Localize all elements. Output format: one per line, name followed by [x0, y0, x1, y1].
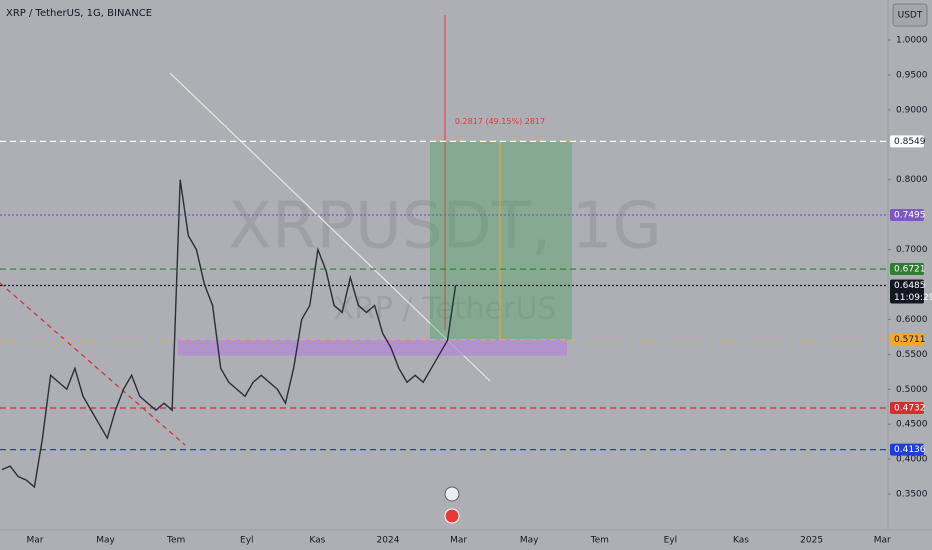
- trend-line: [0, 282, 186, 446]
- x-tick-label: 2025: [800, 536, 823, 546]
- y-tick-label: 0.5500: [896, 350, 928, 360]
- y-tick-label: 0.4000: [896, 455, 928, 465]
- y-tick-label: 0.7000: [896, 245, 928, 255]
- event-icon[interactable]: [444, 486, 460, 502]
- level-label: 0.8549: [894, 137, 926, 147]
- y-tick-label: 0.9000: [896, 105, 928, 115]
- y-tick-label: 0.9500: [896, 70, 928, 80]
- currency-label[interactable]: USDT: [898, 11, 923, 21]
- x-tick-label: Mar: [27, 536, 44, 546]
- level-label: 0.4732: [894, 403, 926, 413]
- x-tick-label: May: [520, 536, 539, 546]
- x-tick-label: Kas: [733, 536, 749, 546]
- x-tick-label: Tem: [590, 536, 609, 546]
- price-line: [1, 179, 457, 489]
- y-tick-label: 0.6000: [896, 315, 928, 325]
- level-label: 0.4136: [894, 445, 926, 455]
- y-tick-label: 0.8000: [896, 175, 928, 185]
- x-tick-label: May: [96, 536, 115, 546]
- long-position: [430, 141, 572, 340]
- x-tick-label: Eyl: [664, 536, 678, 546]
- trend-line: [169, 72, 491, 382]
- chart-title: XRP / TetherUS, 1G, BINANCE: [6, 8, 152, 19]
- x-tick-label: Kas: [309, 536, 325, 546]
- event-icon[interactable]: [444, 508, 460, 524]
- x-tick-label: Mar: [874, 536, 891, 546]
- level-label-box: [890, 279, 924, 304]
- x-tick-label: Tem: [166, 536, 185, 546]
- x-tick-label: Mar: [450, 536, 467, 546]
- level-label-box: [890, 443, 924, 456]
- level-label: 0.7495: [894, 210, 926, 220]
- y-tick-label: 0.5000: [896, 385, 928, 395]
- x-tick-label: 2024: [377, 536, 400, 546]
- level-label-box: [890, 333, 924, 346]
- level-label-box: [890, 401, 924, 414]
- level-label-box: [890, 263, 924, 276]
- y-tick-label: 0.3500: [896, 490, 928, 500]
- level-label-box: [890, 208, 924, 221]
- countdown: 11:09:29: [894, 293, 932, 303]
- support-zone: [178, 339, 567, 356]
- level-label-box: [890, 135, 924, 148]
- x-tick-label: Eyl: [240, 536, 254, 546]
- level-label: 0.6721: [894, 265, 926, 275]
- level-label: 0.6485: [894, 281, 926, 291]
- level-label: 0.5711: [894, 335, 926, 345]
- position-annotation: 0.2817 (49.15%) 2817: [455, 117, 545, 126]
- currency-button[interactable]: [892, 3, 928, 27]
- y-tick-label: 0.4500: [896, 420, 928, 430]
- y-tick-label: 1.0000: [896, 36, 928, 46]
